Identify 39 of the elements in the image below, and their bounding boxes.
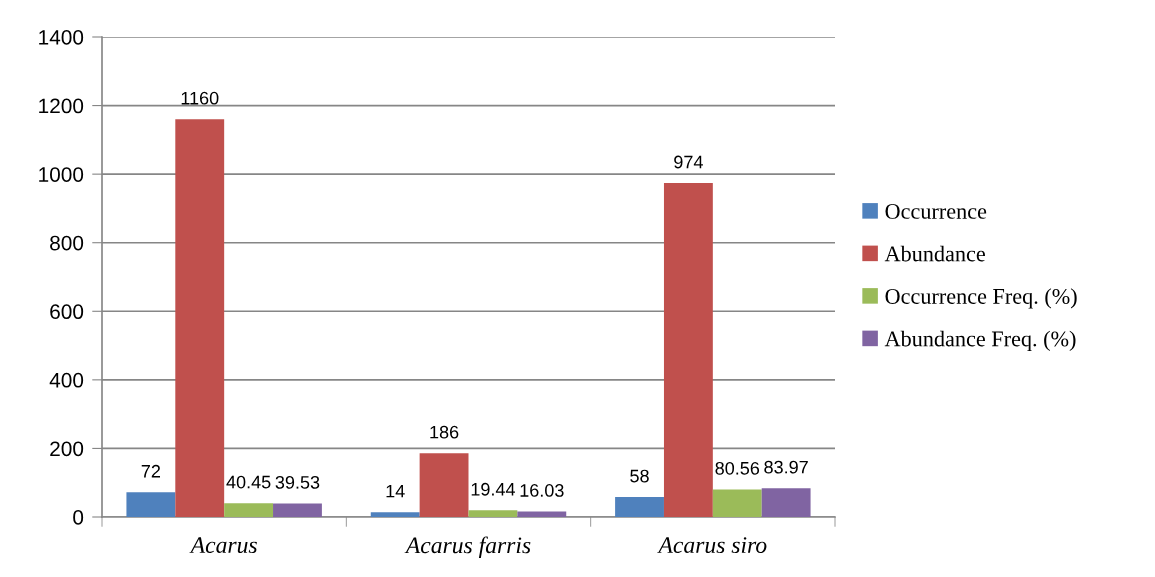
legend-label: Abundance <box>884 245 985 262</box>
y-tick-label: 400 <box>49 372 84 388</box>
bar <box>712 489 762 517</box>
bar <box>663 183 713 517</box>
bar <box>419 453 469 517</box>
x-tick-label: Acarus siro <box>657 537 767 554</box>
y-tick-label: 1200 <box>39 98 84 114</box>
data-label: 1160 <box>181 91 219 105</box>
data-label: 19.44 <box>471 482 515 496</box>
bar <box>126 492 176 517</box>
data-label: 72 <box>141 464 160 478</box>
bar <box>224 503 274 517</box>
x-tick-label: Acarus farris <box>404 536 531 559</box>
data-label: 186 <box>430 425 459 439</box>
data-label: 16.03 <box>520 484 564 497</box>
y-tick-label: 1000 <box>39 167 84 182</box>
data-label: 39.53 <box>275 475 320 489</box>
data-label: 58 <box>630 469 649 483</box>
data-label: 80.56 <box>715 461 760 475</box>
data-label: 83.97 <box>764 460 808 474</box>
bar <box>615 497 664 517</box>
legend-label: Occurrence <box>885 203 987 219</box>
bar <box>468 510 518 517</box>
bar <box>273 503 322 517</box>
data-label: 974 <box>674 155 703 169</box>
y-tick-label: 800 <box>50 235 84 251</box>
y-tick-label: 0 <box>73 510 84 525</box>
y-tick-label: 1400 <box>39 30 84 45</box>
legend-label: Occurrence Freq. (%) <box>885 288 1077 309</box>
x-tick-label: Acarus <box>189 537 257 554</box>
bar <box>517 511 567 517</box>
y-tick-label: 600 <box>50 304 84 320</box>
y-tick-label: 200 <box>50 441 84 457</box>
data-label: 14 <box>386 484 405 498</box>
legend-label: Abundance Freq. (%) <box>884 330 1076 351</box>
bar <box>761 488 811 517</box>
bar <box>370 512 420 517</box>
data-label: 40.45 <box>226 475 271 489</box>
bar <box>175 119 225 517</box>
